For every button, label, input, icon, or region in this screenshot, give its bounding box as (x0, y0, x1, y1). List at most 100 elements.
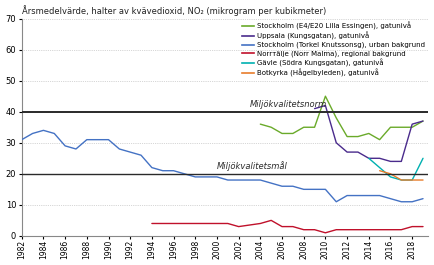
Stockholm (E4/E20 Lilla Essingen), gatunivå (355, 135, 361, 138)
Gävle (Södra Kungsgatan), gatunivå (421, 157, 426, 160)
Gävle (Södra Kungsgatan), gatunivå (366, 157, 372, 160)
Stockholm (Torkel Knutssonsg), urban bakgrund (41, 129, 46, 132)
Stockholm (Torkel Knutssonsg), urban bakgrund (366, 194, 372, 197)
Norrтälje (Norr Malma), regional bakgrund (334, 228, 339, 231)
Botkyrka (Hågelbyleden), gatunivå (377, 169, 382, 172)
Stockholm (E4/E20 Lilla Essingen), gatunivå (410, 126, 415, 129)
Norrтälje (Norr Malma), regional bakgrund (258, 222, 263, 225)
Stockholm (Torkel Knutssonsg), urban bakgrund (258, 178, 263, 182)
Uppsala (Kungsgatan), gatunivå (377, 157, 382, 160)
Norrтälje (Norr Malma), regional bakgrund (388, 228, 393, 231)
Stockholm (Torkel Knutssonsg), urban bakgrund (204, 175, 209, 179)
Norrтälje (Norr Malma), regional bakgrund (225, 222, 230, 225)
Stockholm (Torkel Knutssonsg), urban bakgrund (279, 185, 285, 188)
Gävle (Södra Kungsgatan), gatunivå (377, 166, 382, 169)
Stockholm (E4/E20 Lilla Essingen), gatunivå (323, 95, 328, 98)
Stockholm (E4/E20 Lilla Essingen), gatunivå (312, 126, 317, 129)
Norrтälje (Norr Malma), regional bakgrund (171, 222, 176, 225)
Stockholm (Torkel Knutssonsg), urban bakgrund (128, 151, 133, 154)
Uppsala (Kungsgatan), gatunivå (355, 151, 361, 154)
Gävle (Södra Kungsgatan), gatunivå (410, 178, 415, 182)
Stockholm (Torkel Knutssonsg), urban bakgrund (355, 194, 361, 197)
Stockholm (E4/E20 Lilla Essingen), gatunivå (301, 126, 306, 129)
Uppsala (Kungsgatan), gatunivå (334, 141, 339, 144)
Norrтälje (Norr Malma), regional bakgrund (236, 225, 241, 228)
Stockholm (E4/E20 Lilla Essingen), gatunivå (366, 132, 372, 135)
Norrтälje (Norr Malma), regional bakgrund (312, 228, 317, 231)
Text: Miljökvalitetsnorm: Miljökvalitetsnorm (250, 100, 327, 109)
Stockholm (Torkel Knutssonsg), urban bakgrund (290, 185, 296, 188)
Stockholm (E4/E20 Lilla Essingen), gatunivå (279, 132, 285, 135)
Norrтälje (Norr Malma), regional bakgrund (290, 225, 296, 228)
Stockholm (Torkel Knutssonsg), urban bakgrund (247, 178, 252, 182)
Norrтälje (Norr Malma), regional bakgrund (410, 225, 415, 228)
Norrтälje (Norr Malma), regional bakgrund (355, 228, 361, 231)
Stockholm (Torkel Knutssonsg), urban bakgrund (410, 200, 415, 203)
Uppsala (Kungsgatan), gatunivå (388, 160, 393, 163)
Stockholm (Torkel Knutssonsg), urban bakgrund (193, 175, 198, 179)
Uppsala (Kungsgatan), gatunivå (399, 160, 404, 163)
Stockholm (E4/E20 Lilla Essingen), gatunivå (334, 116, 339, 120)
Stockholm (Torkel Knutssonsg), urban bakgrund (377, 194, 382, 197)
Norrтälje (Norr Malma), regional bakgrund (193, 222, 198, 225)
Norrтälje (Norr Malma), regional bakgrund (279, 225, 285, 228)
Line: Botkyrka (Hågelbyleden), gatunivå: Botkyrka (Hågelbyleden), gatunivå (380, 171, 423, 180)
Norrтälje (Norr Malma), regional bakgrund (182, 222, 187, 225)
Stockholm (E4/E20 Lilla Essingen), gatunivå (290, 132, 296, 135)
Text: Miljökvalitetsmål: Miljökvalitetsmål (217, 161, 288, 171)
Norrтälje (Norr Malma), regional bakgrund (214, 222, 220, 225)
Stockholm (Torkel Knutssonsg), urban bakgrund (334, 200, 339, 203)
Stockholm (Torkel Knutssonsg), urban bakgrund (95, 138, 100, 141)
Stockholm (Torkel Knutssonsg), urban bakgrund (323, 188, 328, 191)
Stockholm (Torkel Knutssonsg), urban bakgrund (106, 138, 111, 141)
Botkyrka (Hågelbyleden), gatunivå (410, 178, 415, 182)
Norrтälje (Norr Malma), regional bakgrund (366, 228, 372, 231)
Gävle (Södra Kungsgatan), gatunivå (399, 178, 404, 182)
Stockholm (Torkel Knutssonsg), urban bakgrund (138, 154, 144, 157)
Stockholm (Torkel Knutssonsg), urban bakgrund (236, 178, 241, 182)
Norrтälje (Norr Malma), regional bakgrund (399, 228, 404, 231)
Stockholm (Torkel Knutssonsg), urban bakgrund (312, 188, 317, 191)
Norrтälje (Norr Malma), regional bakgrund (149, 222, 155, 225)
Stockholm (Torkel Knutssonsg), urban bakgrund (62, 144, 68, 147)
Uppsala (Kungsgatan), gatunivå (345, 151, 350, 154)
Stockholm (Torkel Knutssonsg), urban bakgrund (160, 169, 165, 172)
Line: Gävle (Södra Kungsgatan), gatunivå: Gävle (Södra Kungsgatan), gatunivå (369, 158, 423, 180)
Stockholm (Torkel Knutssonsg), urban bakgrund (399, 200, 404, 203)
Stockholm (Torkel Knutssonsg), urban bakgrund (30, 132, 35, 135)
Stockholm (Torkel Knutssonsg), urban bakgrund (171, 169, 176, 172)
Stockholm (Torkel Knutssonsg), urban bakgrund (225, 178, 230, 182)
Uppsala (Kungsgatan), gatunivå (366, 157, 372, 160)
Stockholm (E4/E20 Lilla Essingen), gatunivå (258, 122, 263, 126)
Uppsala (Kungsgatan), gatunivå (312, 107, 317, 110)
Stockholm (E4/E20 Lilla Essingen), gatunivå (388, 126, 393, 129)
Text: Årsmedelvärde, halter av kvävedioxid, NO₂ (mikrogram per kubikmeter): Årsmedelvärde, halter av kvävedioxid, NO… (22, 6, 326, 16)
Stockholm (E4/E20 Lilla Essingen), gatunivå (421, 120, 426, 123)
Stockholm (Torkel Knutssonsg), urban bakgrund (421, 197, 426, 200)
Stockholm (Torkel Knutssonsg), urban bakgrund (149, 166, 155, 169)
Botkyrka (Hågelbyleden), gatunivå (388, 172, 393, 175)
Stockholm (E4/E20 Lilla Essingen), gatunivå (399, 126, 404, 129)
Gävle (Södra Kungsgatan), gatunivå (388, 175, 393, 179)
Norrтälje (Norr Malma), regional bakgrund (301, 228, 306, 231)
Stockholm (Torkel Knutssonsg), urban bakgrund (301, 188, 306, 191)
Norrтälje (Norr Malma), regional bakgrund (269, 219, 274, 222)
Legend: Stockholm (E4/E20 Lilla Essingen), gatunivå, Uppsala (Kungsgatan), gatunivå, Sto: Stockholm (E4/E20 Lilla Essingen), gatun… (242, 22, 425, 77)
Uppsala (Kungsgatan), gatunivå (323, 104, 328, 107)
Stockholm (Torkel Knutssonsg), urban bakgrund (52, 132, 57, 135)
Norrтälje (Norr Malma), regional bakgrund (204, 222, 209, 225)
Stockholm (Torkel Knutssonsg), urban bakgrund (182, 172, 187, 175)
Line: Norrтälje (Norr Malma), regional bakgrund: Norrтälje (Norr Malma), regional bakgrun… (152, 220, 423, 233)
Stockholm (Torkel Knutssonsg), urban bakgrund (117, 147, 122, 151)
Norrтälje (Norr Malma), regional bakgrund (421, 225, 426, 228)
Stockholm (Torkel Knutssonsg), urban bakgrund (214, 175, 220, 179)
Norrтälje (Norr Malma), regional bakgrund (160, 222, 165, 225)
Stockholm (Torkel Knutssonsg), urban bakgrund (345, 194, 350, 197)
Line: Stockholm (Torkel Knutssonsg), urban bakgrund: Stockholm (Torkel Knutssonsg), urban bak… (22, 130, 423, 202)
Stockholm (Torkel Knutssonsg), urban bakgrund (388, 197, 393, 200)
Stockholm (E4/E20 Lilla Essingen), gatunivå (377, 138, 382, 141)
Stockholm (Torkel Knutssonsg), urban bakgrund (84, 138, 89, 141)
Norrтälje (Norr Malma), regional bakgrund (323, 231, 328, 234)
Uppsala (Kungsgatan), gatunivå (421, 120, 426, 123)
Norrтälje (Norr Malma), regional bakgrund (345, 228, 350, 231)
